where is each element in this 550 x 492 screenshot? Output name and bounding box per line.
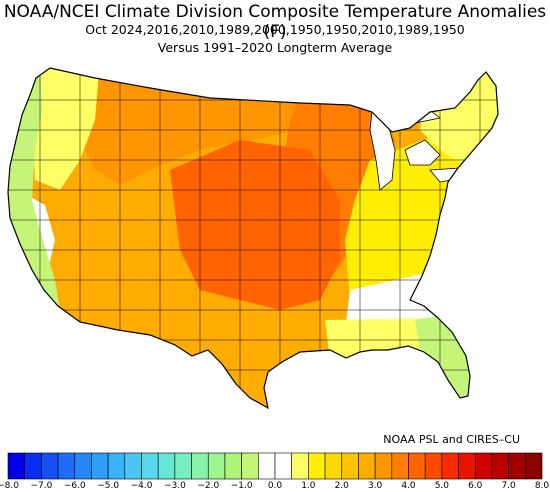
- colorbar-tick-label: 2.0: [334, 481, 349, 491]
- colorbar-bin-13: [224, 452, 242, 480]
- colorbar-bin-23: [391, 452, 409, 480]
- colorbar-tick-label: 1.0: [301, 481, 316, 491]
- colorbar-bin-21: [358, 452, 376, 480]
- colorbar-bin-11: [191, 452, 209, 480]
- map-title: NOAA/NCEI Climate Division Composite Tem…: [3, 2, 547, 42]
- colorbar-bin-1: [24, 452, 42, 480]
- colorbar-bin-17: [291, 452, 309, 480]
- colorbar-tick-label: −7.0: [30, 481, 53, 491]
- colorbar-tick-label: 5.0: [434, 481, 450, 491]
- colorbar-bin-6: [107, 452, 126, 480]
- map-subtitle-baseline: Versus 1991–2020 Longterm Average: [157, 40, 393, 55]
- colorbar-tick-label: −5.0: [97, 481, 120, 491]
- colorbar-bin-18: [308, 452, 326, 480]
- colorbar-bin-7: [124, 452, 142, 480]
- colorbar-bin-15: [258, 452, 276, 480]
- colorbar-tick-label: −8.0: [0, 481, 19, 491]
- colorbar-bin-0: [7, 452, 25, 480]
- temperature-colorbar: [7, 452, 543, 480]
- colorbar-tick-label: 6.0: [468, 481, 483, 491]
- great-lakes: [369, 109, 463, 191]
- region-florida: [415, 315, 475, 405]
- colorbar-tick-label: 3.0: [367, 481, 383, 491]
- colorbar-bin-8: [141, 452, 159, 480]
- colorbar-tick-label: 7.0: [501, 481, 516, 491]
- colorbar-bin-25: [424, 452, 443, 480]
- colorbar-tick-label: −4.0: [130, 481, 153, 491]
- colorbar-bin-27: [458, 452, 476, 480]
- colorbar-bin-2: [41, 452, 59, 480]
- colorbar-bin-28: [474, 452, 493, 480]
- colorbar-bin-19: [324, 452, 343, 480]
- colorbar-bin-3: [57, 452, 76, 480]
- colorbar-bin-14: [241, 452, 259, 480]
- map-subtitle-years: Oct 2024,2016,2010,1989,2000,1950,1950,2…: [85, 22, 465, 37]
- colorbar-bin-12: [207, 452, 226, 480]
- colorbar-bin-20: [341, 452, 359, 480]
- colorbar-tick-label: −2.0: [197, 481, 220, 491]
- colorbar-bin-5: [91, 452, 109, 480]
- colorbar-bin-16: [274, 452, 292, 480]
- us-anomaly-map: [7, 67, 499, 409]
- colorbar-bin-4: [74, 452, 92, 480]
- colorbar-bin-9: [157, 452, 176, 480]
- colorbar-bin-22: [374, 452, 393, 480]
- map-credit: NOAA PSL and CIRES–CU: [383, 433, 520, 446]
- colorbar-bin-24: [408, 452, 426, 480]
- colorbar-bin-10: [174, 452, 192, 480]
- colorbar-tick-label: −1.0: [230, 481, 253, 491]
- colorbar-tick-label: 0.0: [267, 481, 283, 491]
- colorbar-bin-30: [508, 452, 526, 480]
- colorbar-tick-label: 8.0: [534, 481, 550, 491]
- region-inland-northwest: [30, 68, 100, 190]
- region-central-plains: [170, 140, 340, 310]
- colorbar-bin-31: [525, 452, 543, 480]
- colorbar-bin-29: [491, 452, 509, 480]
- colorbar-tick-label: −3.0: [163, 481, 186, 491]
- colorbar-tick-label: 4.0: [401, 481, 416, 491]
- colorbar-bin-26: [441, 452, 459, 480]
- colorbar-tick-label: −6.0: [63, 481, 86, 491]
